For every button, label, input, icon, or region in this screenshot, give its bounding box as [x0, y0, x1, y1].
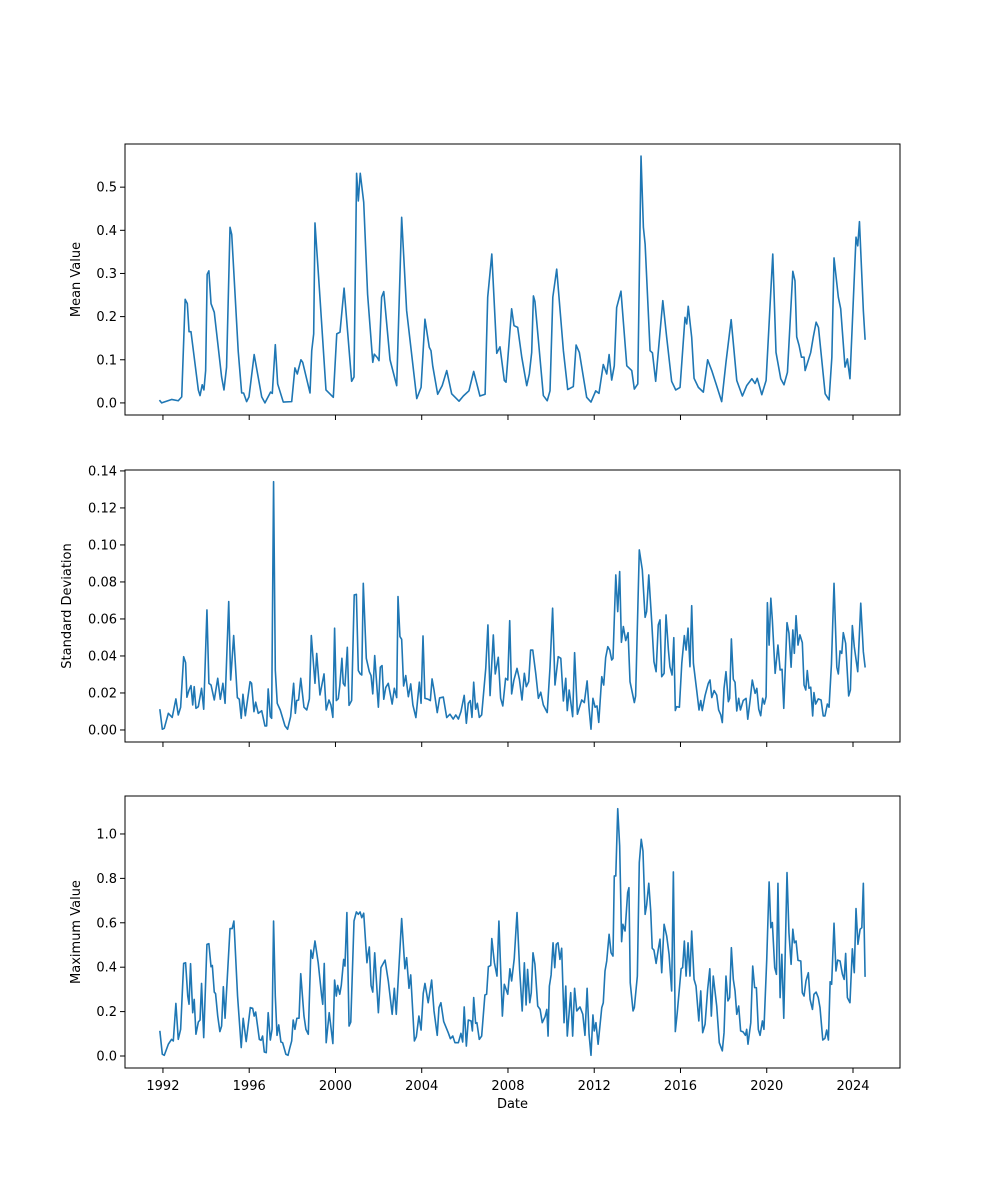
y-axis-label: Mean Value	[69, 242, 84, 317]
subplot-mean: 0.0 0.1 0.2 0.3 0.4 0.5 Mean Value	[69, 143, 901, 420]
x-tick-label: 2016	[664, 1079, 697, 1094]
y-tick-label: 0.5	[96, 181, 117, 196]
y-tick-label: 0.14	[88, 464, 117, 479]
y-axis-label: Standard Deviation	[60, 543, 75, 668]
y-axis-label: Maximum Value	[69, 880, 84, 984]
x-tick-label: 1992	[146, 1079, 179, 1094]
x-tick-label: 2000	[319, 1079, 352, 1094]
y-tick-label: 0.4	[96, 961, 117, 976]
x-tick-label: 2012	[578, 1079, 611, 1094]
y-tick-label: 0.4	[96, 224, 117, 239]
subplots: 0.0 0.1 0.2 0.3 0.4 0.5 Mean Value 0.00 0.02 0.04…	[60, 143, 901, 1112]
y-tick-label: 0.3	[96, 267, 117, 282]
axes-frame	[124, 469, 901, 743]
subplot-std: 0.00 0.02 0.04 0.06 0.08 0.10 0.12 0.14 Standard…	[60, 464, 901, 747]
x-tick-label: 2020	[750, 1079, 783, 1094]
y-tick-label: 0.1	[96, 353, 117, 368]
y-tick-label: 0.08	[88, 575, 117, 590]
y-tick-label: 1.0	[96, 827, 117, 842]
y-tick-label: 0.02	[88, 686, 117, 701]
x-tick-label: 1996	[233, 1079, 266, 1094]
series-line-std	[159, 480, 866, 731]
y-tick-label: 0.04	[88, 649, 117, 664]
series-line-mean	[158, 155, 866, 404]
y-tick-label: 0.00	[88, 723, 117, 738]
y-tick-label: 0.2	[96, 310, 117, 325]
series-line-max	[159, 807, 866, 1057]
y-tick-label: 0.10	[88, 538, 117, 553]
axes-frame	[124, 795, 901, 1069]
y-tick-label: 0.8	[96, 872, 117, 887]
y-tick-label: 0.12	[88, 501, 117, 516]
y-tick-label: 0.2	[96, 1005, 117, 1020]
y-tick-label: 0.6	[96, 916, 117, 931]
y-tick-label: 0.06	[88, 612, 117, 627]
x-tick-label: 2004	[405, 1079, 438, 1094]
x-tick-label: 2008	[491, 1079, 524, 1094]
subplot-max: 0.0 0.2 0.4 0.6 0.8 1.0 1992 1996 2000 2004 2008 20…	[69, 795, 901, 1112]
y-tick-label: 0.0	[96, 396, 117, 411]
x-axis-label: Date	[497, 1097, 528, 1112]
x-tick-label: 2024	[836, 1079, 869, 1094]
axes-frame	[124, 143, 901, 416]
y-tick-label: 0.0	[96, 1050, 117, 1065]
